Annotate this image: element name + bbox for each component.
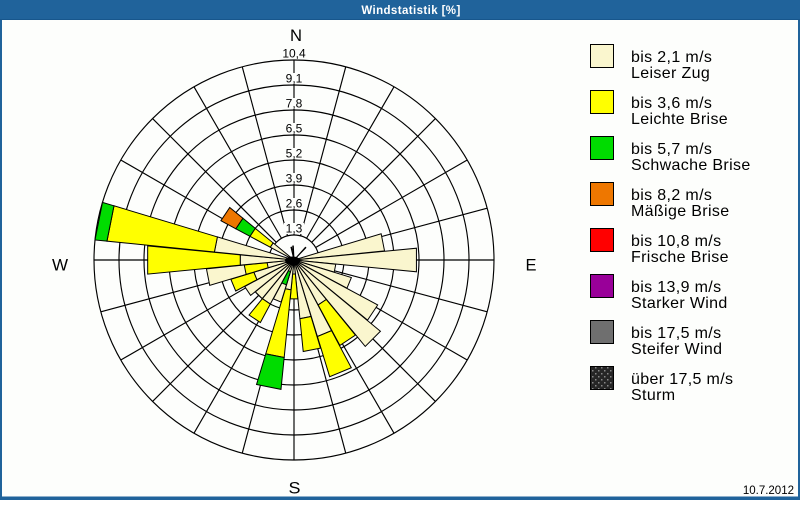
svg-text:Schwache Brise: Schwache Brise — [631, 157, 751, 174]
svg-text:Steifer Wind: Steifer Wind — [631, 341, 722, 358]
svg-text:2,6: 2,6 — [286, 197, 303, 211]
svg-text:Frische Brise: Frische Brise — [631, 249, 729, 266]
svg-text:über 17,5 m/s: über 17,5 m/s — [631, 371, 733, 388]
svg-text:bis 10,8 m/s: bis 10,8 m/s — [631, 233, 721, 250]
svg-text:W: W — [52, 256, 68, 275]
svg-text:Sturm: Sturm — [631, 387, 675, 404]
svg-text:N: N — [290, 26, 302, 45]
svg-text:E: E — [526, 256, 537, 275]
svg-text:1,3: 1,3 — [286, 222, 303, 236]
svg-text:10.7.2012: 10.7.2012 — [743, 485, 794, 497]
svg-text:6,5: 6,5 — [286, 122, 303, 136]
svg-text:9,1: 9,1 — [286, 72, 303, 86]
svg-text:5,2: 5,2 — [286, 147, 303, 161]
svg-text:10,4: 10,4 — [282, 47, 306, 61]
svg-text:bis 3,6 m/s: bis 3,6 m/s — [631, 95, 712, 112]
svg-text:bis 17,5 m/s: bis 17,5 m/s — [631, 325, 721, 342]
svg-text:Leiser Zug: Leiser Zug — [631, 65, 710, 82]
svg-text:bis 5,7 m/s: bis 5,7 m/s — [631, 141, 712, 158]
svg-text:Starker Wind: Starker Wind — [631, 295, 728, 312]
svg-text:bis 2,1 m/s: bis 2,1 m/s — [631, 49, 712, 66]
svg-text:Mäßige Brise: Mäßige Brise — [631, 203, 729, 220]
svg-text:bis 8,2 m/s: bis 8,2 m/s — [631, 187, 712, 204]
svg-text:Leichte Brise: Leichte Brise — [631, 111, 728, 128]
svg-text:Windstatistik [%]: Windstatistik [%] — [361, 5, 460, 17]
svg-text:bis 13,9 m/s: bis 13,9 m/s — [631, 279, 721, 296]
svg-text:7,8: 7,8 — [286, 97, 303, 111]
svg-text:3,9: 3,9 — [286, 172, 303, 186]
svg-text:S: S — [289, 479, 301, 498]
